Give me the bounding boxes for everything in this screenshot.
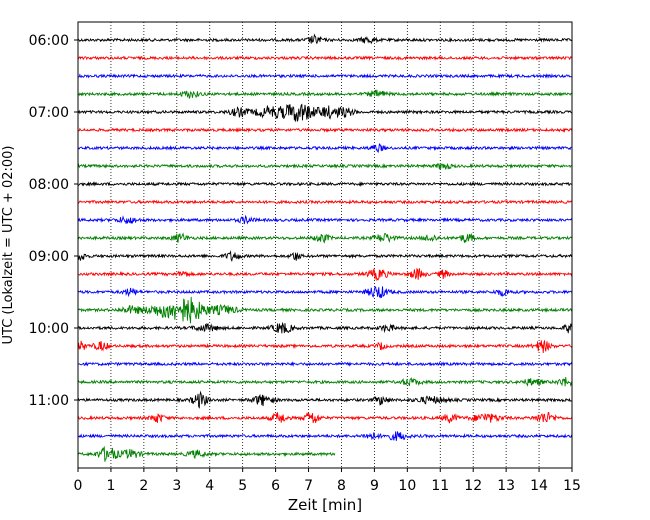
x-axis-ticks: 0 1 2 3 4 5 6 7 8 9 10 11 12 13 14 15 [74, 468, 581, 494]
trace-0845 [77, 232, 573, 244]
trace-1130 [77, 431, 573, 441]
x-tick-label: 15 [563, 478, 581, 494]
y-tick-label: 11:00 [29, 393, 69, 409]
y-tick-label: 07:00 [29, 105, 69, 121]
trace-0945 [77, 296, 573, 324]
trace-0645 [77, 89, 573, 100]
trace-0615 [77, 55, 573, 61]
trace-1115 [77, 411, 573, 424]
trace-1145 [77, 445, 336, 462]
y-axis-ticks: 06:00 07:00 08:00 09:00 10:00 11:00 [29, 33, 78, 409]
plot-frame [77, 21, 573, 469]
trace-1045 [77, 377, 573, 387]
y-tick-label: 10:00 [29, 321, 69, 337]
trace-0630 [77, 73, 573, 80]
x-tick-label: 14 [530, 478, 548, 494]
x-tick-label: 8 [337, 478, 346, 494]
x-tick-label: 2 [139, 478, 148, 494]
x-tick-label: 4 [205, 478, 214, 494]
x-tick-label: 0 [74, 478, 83, 494]
trace-1000 [77, 321, 573, 334]
x-tick-label: 13 [497, 478, 515, 494]
trace-0700 [77, 103, 573, 122]
x-tick-label: 12 [464, 478, 482, 494]
y-tick-label: 08:00 [29, 177, 69, 193]
x-tick-label: 6 [271, 478, 280, 494]
trace-group [77, 33, 573, 462]
trace-0745 [77, 162, 573, 170]
trace-0930 [77, 286, 573, 299]
trace-0900 [77, 250, 573, 263]
y-tick-label: 09:00 [29, 249, 69, 265]
trace-0715 [77, 127, 573, 134]
trace-0800 [77, 181, 573, 187]
x-tick-label: 7 [304, 478, 313, 494]
y-tick-label: 06:00 [29, 33, 69, 49]
trace-0915 [77, 267, 573, 282]
trace-0730 [77, 142, 573, 153]
x-tick-label: 5 [238, 478, 247, 494]
trace-1015 [77, 340, 573, 354]
trace-0830 [77, 214, 573, 225]
vertical-grid [110, 22, 540, 468]
y-axis-title: UTC (Lokalzeit = UTC + 02:00) [1, 146, 16, 345]
x-tick-label: 1 [106, 478, 115, 494]
trace-0815 [77, 198, 573, 205]
trace-0600 [77, 33, 573, 45]
x-axis-title: Zeit [min] [288, 496, 362, 514]
x-tick-label: 3 [172, 478, 181, 494]
x-tick-label: 10 [398, 478, 416, 494]
x-tick-label: 11 [431, 478, 449, 494]
trace-1030 [77, 361, 573, 367]
x-tick-label: 9 [370, 478, 379, 494]
trace-1100 [77, 390, 573, 409]
